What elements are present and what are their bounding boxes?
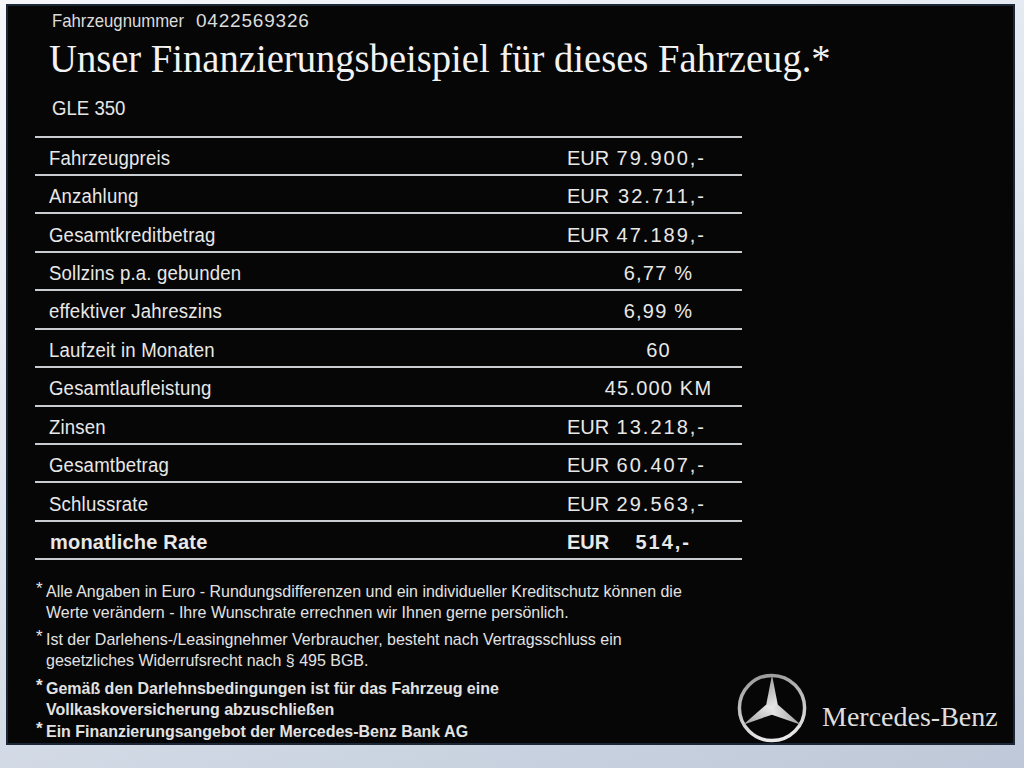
amount-value: 60: [646, 339, 671, 362]
row-label: Gesamtbetrag: [35, 454, 530, 477]
table-row: Gesamtbetrag EUR 60.407,-: [35, 443, 742, 481]
row-label: Gesamtlaufleistung: [35, 377, 530, 400]
row-label: Anzahlung: [35, 185, 530, 208]
footnote-asterisk: *: [36, 719, 43, 740]
row-value: 6,99 %: [567, 300, 742, 323]
table-row: Sollzins p.a. gebunden 6,77 %: [35, 251, 742, 289]
footnote: * Ist der Darlehens-/Leasingnehmer Verbr…: [36, 630, 762, 671]
table-row: Gesamtlaufleistung 45.000 KM: [35, 366, 742, 404]
footnote-line: Werte verändern - Ihre Wunschrate errech…: [46, 603, 569, 624]
row-value: EUR 79.900,-: [567, 147, 742, 170]
finance-offer-panel: Fahrzeugnummer 0422569326 Unser Finanzier…: [6, 4, 1015, 745]
currency-label: EUR: [567, 454, 609, 477]
table-row: Laufzeit in Monaten 60: [35, 328, 742, 366]
currency-label: EUR: [567, 493, 609, 516]
amount-value: 47.189,-: [617, 224, 706, 247]
footnotes: * Alle Angaben in Euro - Rundungsdiffere…: [36, 582, 762, 743]
row-label: Gesamtkreditbetrag: [35, 224, 530, 247]
footnote-asterisk: *: [36, 627, 43, 648]
amount-value: 29.563,-: [617, 493, 706, 516]
row-value: EUR 47.189,-: [567, 224, 742, 247]
vehicle-number-value: 0422569326: [196, 10, 310, 31]
footnote: * Ein Finanzierungsangebot der Mercedes-…: [36, 722, 762, 743]
currency-label: EUR: [567, 224, 609, 247]
currency-label: EUR: [567, 416, 609, 439]
row-value: 6,77 %: [567, 262, 742, 285]
footnote-line: Vollkaskoversicherung abzuschließen: [46, 700, 334, 721]
table-row: Schlussrate EUR 29.563,-: [35, 481, 742, 519]
amount-value: 79.900,-: [617, 147, 706, 170]
amount-value: 6,99 %: [624, 300, 693, 323]
row-value: EUR 60.407,-: [567, 454, 742, 477]
row-value: 60: [567, 339, 742, 362]
finance-table: Fahrzeugpreis EUR 79.900,- Anzahlung EUR…: [35, 136, 742, 561]
row-label: monatliche Rate: [35, 531, 567, 554]
footnote-line: gesetzliches Widerrufsrecht nach § 495 B…: [46, 651, 368, 672]
amount-value: 60.407,-: [617, 454, 706, 477]
vehicle-number: Fahrzeugnummer 0422569326: [52, 10, 310, 32]
currency-label: EUR: [567, 147, 609, 170]
amount-value: 13.218,-: [617, 416, 706, 439]
branding: Mercedes-Benz: [735, 671, 1024, 747]
currency-label: EUR: [567, 531, 609, 554]
table-row: monatliche Rate EUR 514,-: [35, 520, 742, 558]
footnote-line: Alle Angaben in Euro - Rundungsdifferenz…: [46, 582, 682, 603]
amount-value: 514,-: [635, 531, 691, 554]
row-label: Fahrzeugpreis: [35, 147, 530, 170]
row-value: EUR 29.563,-: [567, 493, 742, 516]
row-value: EUR 13.218,-: [567, 416, 742, 439]
currency-label: EUR: [567, 185, 609, 208]
footnote-asterisk: *: [36, 676, 43, 697]
row-label: Schlussrate: [35, 493, 530, 516]
amount-value: 32.711,-: [618, 185, 706, 208]
page-title: Unser Finanzierungsbeispiel für dieses F…: [49, 36, 831, 81]
footnote-line: Gemäß den Darlehnsbedingungen ist für da…: [46, 679, 499, 700]
mercedes-benz-wordmark: Mercedes-Benz: [822, 701, 998, 733]
amount-value: 6,77 %: [624, 262, 693, 285]
footnote-asterisk: *: [36, 579, 43, 600]
table-row: Zinsen EUR 13.218,-: [35, 405, 742, 443]
vehicle-number-label: Fahrzeugnummer: [52, 10, 184, 32]
footnote: * Alle Angaben in Euro - Rundungsdiffere…: [36, 582, 762, 623]
row-value: EUR 514,-: [567, 531, 742, 554]
table-row: Gesamtkreditbetrag EUR 47.189,-: [35, 212, 742, 250]
table-row: effektiver Jahreszins 6,99 %: [35, 289, 742, 327]
row-label: Zinsen: [35, 416, 530, 439]
footnote-line: Ein Finanzierungsangebot der Mercedes-Be…: [46, 722, 468, 743]
vehicle-model: GLE 350: [52, 97, 131, 120]
row-label: Laufzeit in Monaten: [35, 339, 530, 362]
footnote: * Gemäß den Darlehnsbedingungen ist für …: [36, 679, 762, 720]
table-row: Anzahlung EUR 32.711,-: [35, 174, 742, 212]
row-label: effektiver Jahreszins: [35, 300, 530, 323]
amount-value: 45.000 KM: [605, 377, 713, 400]
table-row: Fahrzeugpreis EUR 79.900,-: [35, 136, 742, 174]
mercedes-star-icon: [735, 671, 809, 745]
row-label: Sollzins p.a. gebunden: [35, 262, 530, 285]
footnote-line: Ist der Darlehens-/Leasingnehmer Verbrau…: [46, 630, 622, 651]
row-value: EUR 32.711,-: [567, 185, 742, 208]
row-value: 45.000 KM: [567, 377, 742, 400]
